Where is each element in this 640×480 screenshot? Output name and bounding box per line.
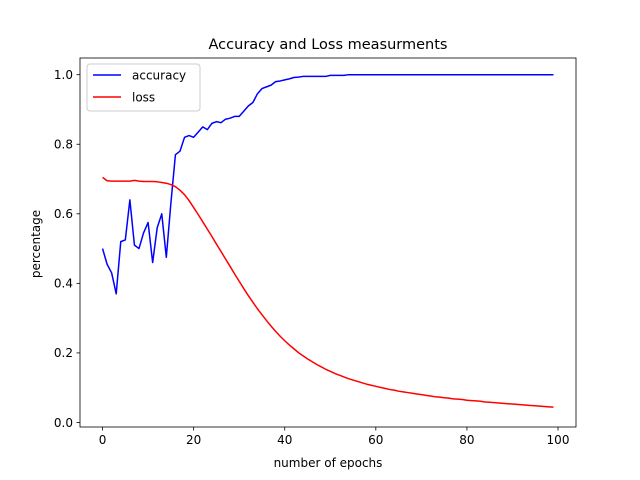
- series-line-loss: [102, 176, 554, 408]
- y-axis: 0.0 0.2 0.4 0.6 0.8 1.0: [54, 68, 80, 430]
- plot-area: [79, 57, 577, 428]
- x-axis-label: number of epochs: [274, 456, 383, 470]
- y-tick-label: 1.0: [54, 68, 73, 82]
- y-tick-label: 0.2: [54, 346, 73, 360]
- chart-title: Accuracy and Loss measurments: [209, 37, 448, 53]
- x-tick-label: 100: [547, 433, 570, 447]
- x-tick-label: 60: [368, 433, 383, 447]
- x-tick-label: 20: [186, 433, 201, 447]
- plot-frame: [79, 57, 577, 428]
- y-tick-label: 0.0: [54, 416, 73, 430]
- x-tick-label: 40: [277, 433, 292, 447]
- x-tick-label: 80: [459, 433, 474, 447]
- y-tick-label: 0.6: [54, 207, 73, 221]
- x-axis: 0 20 40 60 80 100: [99, 427, 570, 447]
- y-tick-label: 0.4: [54, 277, 73, 291]
- legend-label-accuracy: accuracy: [132, 68, 186, 82]
- series-line-accuracy: [101, 73, 554, 295]
- legend: accuracy loss: [86, 63, 201, 112]
- y-axis-label: percentage: [29, 210, 43, 278]
- legend-label-loss: loss: [132, 90, 155, 104]
- y-tick-label: 0.8: [54, 138, 73, 152]
- x-tick-label: 0: [99, 433, 107, 447]
